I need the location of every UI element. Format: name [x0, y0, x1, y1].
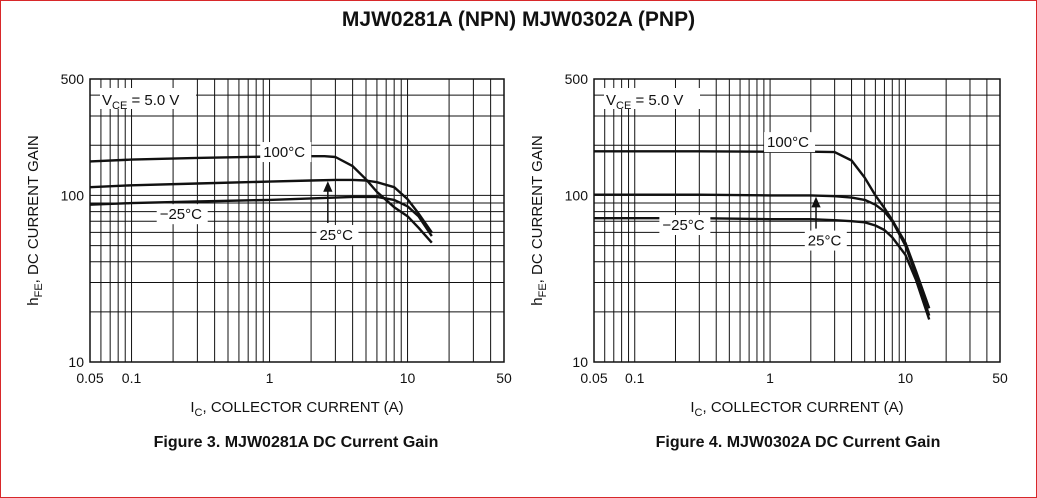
condition-bg: [604, 88, 700, 109]
annotation-0: 100°C: [260, 142, 312, 163]
figure-3-chart: VCE = 5.0 V 100°C 25°C −25°C 0.05 0.1 1 10 50 10 1…: [25, 71, 512, 451]
x-tick-label: 0.05: [76, 370, 103, 386]
annotation-bg: [156, 204, 208, 225]
annotation-arrow: [323, 181, 333, 224]
plot-border: [593, 78, 1001, 363]
series-line-0: [594, 150, 931, 309]
annotation-2: −25°C: [659, 215, 711, 236]
x-tick-label: 0.1: [625, 370, 645, 386]
annotation-1: 25°C: [316, 225, 359, 246]
annotation-text: 100°C: [767, 134, 809, 151]
figure-caption: Figure 3. MJW0281A DC Current Gain: [154, 434, 439, 451]
condition-bg: [100, 88, 196, 109]
x-tick-label: 10: [898, 370, 914, 386]
condition-label: VCE = 5.0 V: [100, 88, 196, 112]
x-tick-label: 0.05: [580, 370, 607, 386]
x-tick-label: 1: [766, 370, 774, 386]
annotation-text: 25°C: [808, 233, 842, 250]
y-tick-label: 500: [61, 71, 85, 87]
annotation-text: −25°C: [160, 206, 202, 223]
condition-text: VCE = 5.0 V: [102, 92, 179, 112]
annotation-bg: [659, 215, 711, 236]
arrow-head: [811, 196, 821, 208]
y-tick-label: 10: [68, 354, 84, 370]
y-axis-label: hFE, DC CURRENT GAIN: [529, 135, 549, 305]
series-line-1: [89, 178, 433, 234]
x-tick-label: 50: [992, 370, 1008, 386]
plot-border: [89, 78, 505, 363]
y-tick-label: 500: [565, 71, 589, 87]
x-axis-label: IC, COLLECTOR CURRENT (A): [190, 399, 403, 419]
x-tick-label: 10: [400, 370, 416, 386]
series-line-2: [89, 195, 433, 237]
grid: [594, 79, 1000, 362]
series-line-1: [594, 193, 931, 316]
figure-caption: Figure 4. MJW0302A DC Current Gain: [656, 434, 941, 451]
annotation-bg: [260, 142, 312, 163]
y-tick-label: 100: [61, 187, 85, 203]
x-tick-label: 0.1: [122, 370, 142, 386]
condition-label: VCE = 5.0 V: [604, 88, 700, 112]
x-tick-label: 50: [496, 370, 512, 386]
annotation-2: −25°C: [156, 204, 208, 225]
annotation-0: 100°C: [764, 132, 816, 153]
x-axis-label: IC, COLLECTOR CURRENT (A): [690, 399, 903, 419]
annotation-bg: [316, 225, 359, 246]
annotation-text: 25°C: [319, 227, 353, 244]
annotation-1: 25°C: [804, 230, 847, 251]
y-tick-label: 100: [565, 187, 589, 203]
y-axis-label: hFE, DC CURRENT GAIN: [25, 135, 45, 305]
condition-text: VCE = 5.0 V: [606, 92, 683, 112]
series-line-2: [594, 217, 931, 320]
annotation-text: 100°C: [263, 144, 305, 161]
page-title: MJW0281A (NPN) MJW0302A (PNP): [341, 8, 696, 31]
annotation-text: −25°C: [662, 217, 704, 234]
annotation-bg: [804, 230, 847, 251]
y-tick-label: 10: [572, 354, 588, 370]
figure-4-chart: VCE = 5.0 V 100°C 25°C −25°C 0.05 0.1 1 10 50 10 1…: [529, 71, 1008, 451]
arrow-head: [323, 181, 333, 192]
series-group: [594, 150, 931, 320]
grid: [90, 79, 504, 362]
x-tick-label: 1: [266, 370, 274, 386]
annotation-bg: [764, 132, 816, 153]
series-line-0: [89, 155, 433, 244]
series-group: [89, 155, 433, 244]
annotation-arrow: [811, 196, 821, 229]
